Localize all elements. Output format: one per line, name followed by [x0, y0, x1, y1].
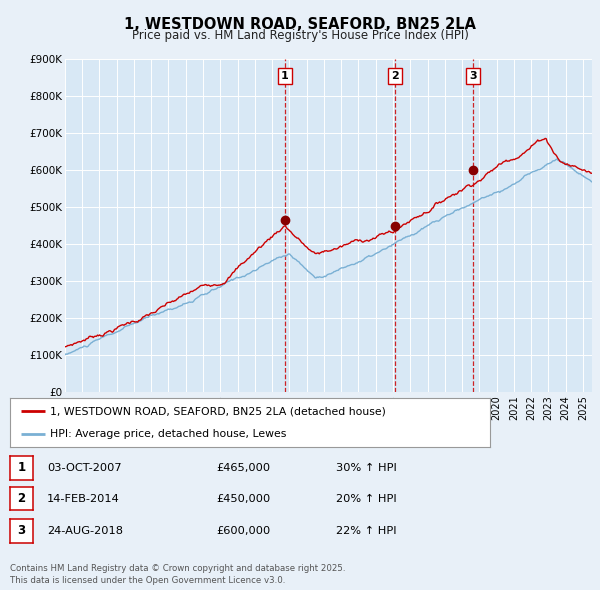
Text: 24-AUG-2018: 24-AUG-2018 — [47, 526, 123, 536]
Text: 3: 3 — [17, 525, 26, 537]
Text: 03-OCT-2007: 03-OCT-2007 — [47, 463, 121, 473]
Text: 14-FEB-2014: 14-FEB-2014 — [47, 494, 119, 503]
Text: 1, WESTDOWN ROAD, SEAFORD, BN25 2LA: 1, WESTDOWN ROAD, SEAFORD, BN25 2LA — [124, 17, 476, 31]
Text: £465,000: £465,000 — [216, 463, 270, 473]
Text: 3: 3 — [469, 71, 477, 81]
Text: 22% ↑ HPI: 22% ↑ HPI — [336, 526, 397, 536]
Text: 2: 2 — [391, 71, 399, 81]
Text: 1: 1 — [17, 461, 26, 474]
Text: Contains HM Land Registry data © Crown copyright and database right 2025.
This d: Contains HM Land Registry data © Crown c… — [10, 565, 346, 585]
Text: £450,000: £450,000 — [216, 494, 270, 503]
Text: 30% ↑ HPI: 30% ↑ HPI — [336, 463, 397, 473]
Text: 2: 2 — [17, 492, 26, 505]
Text: 20% ↑ HPI: 20% ↑ HPI — [336, 494, 397, 503]
Text: 1, WESTDOWN ROAD, SEAFORD, BN25 2LA (detached house): 1, WESTDOWN ROAD, SEAFORD, BN25 2LA (det… — [50, 407, 385, 417]
Text: HPI: Average price, detached house, Lewes: HPI: Average price, detached house, Lewe… — [50, 428, 286, 438]
Text: 1: 1 — [281, 71, 289, 81]
Text: £600,000: £600,000 — [216, 526, 270, 536]
Text: Price paid vs. HM Land Registry's House Price Index (HPI): Price paid vs. HM Land Registry's House … — [131, 29, 469, 42]
